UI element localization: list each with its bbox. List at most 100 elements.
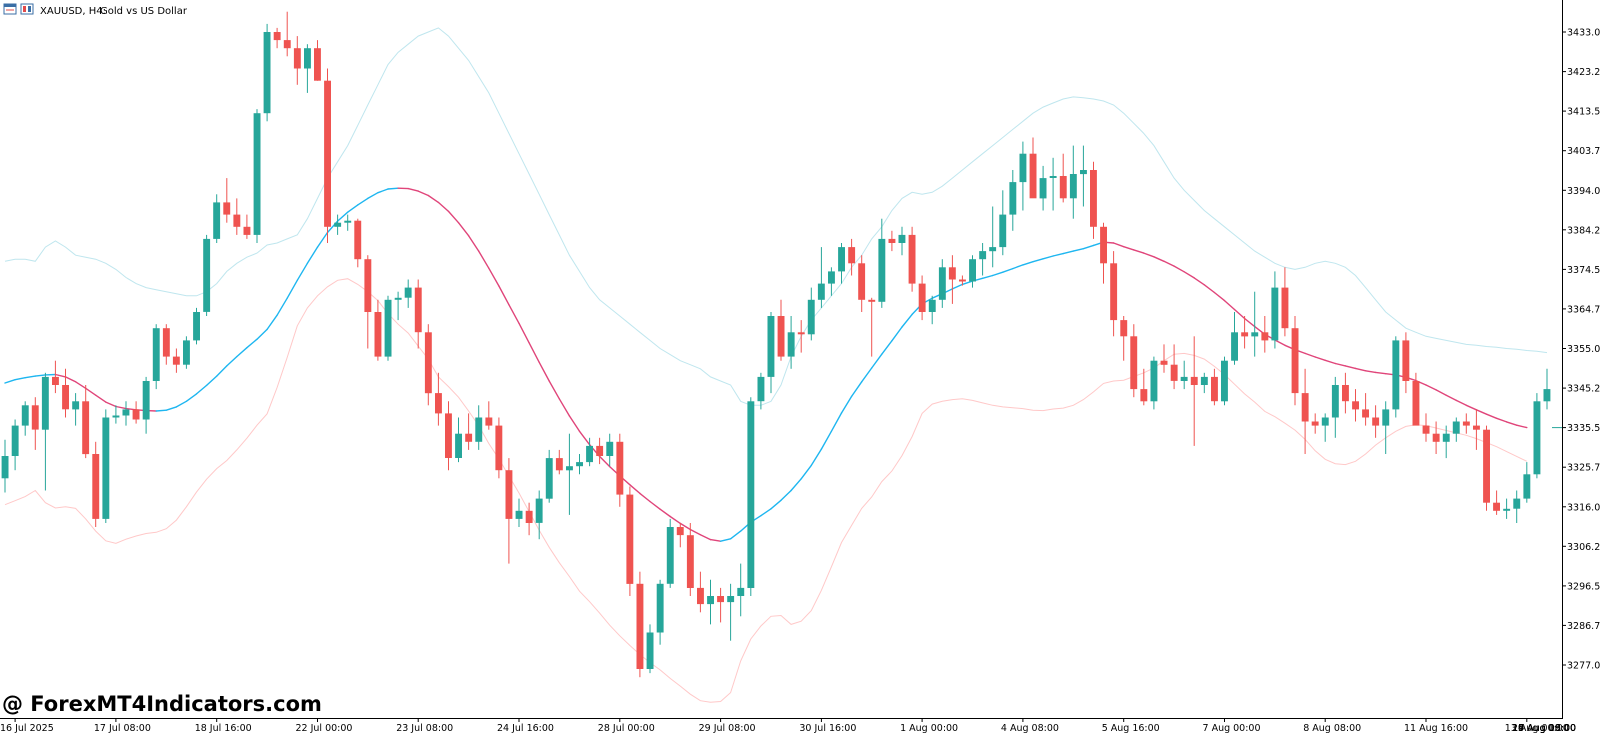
candle[interactable] xyxy=(838,243,845,284)
candle[interactable] xyxy=(1039,165,1047,211)
candle[interactable] xyxy=(828,267,835,296)
candle[interactable] xyxy=(273,27,281,49)
candle[interactable] xyxy=(948,255,956,304)
candle[interactable] xyxy=(1362,393,1369,426)
candle[interactable] xyxy=(162,324,170,365)
candle[interactable] xyxy=(1049,157,1057,211)
candle[interactable] xyxy=(374,299,382,361)
candle[interactable] xyxy=(737,563,745,617)
candle[interactable] xyxy=(1382,401,1390,454)
candle[interactable] xyxy=(31,397,39,450)
candle[interactable] xyxy=(757,372,765,410)
candle[interactable] xyxy=(1533,393,1541,479)
candle[interactable] xyxy=(495,417,503,479)
candle[interactable] xyxy=(576,454,583,475)
candle[interactable] xyxy=(858,255,866,312)
candle[interactable] xyxy=(404,279,412,308)
candle[interactable] xyxy=(1543,368,1551,410)
candle[interactable] xyxy=(505,458,513,564)
candle[interactable] xyxy=(1311,413,1319,434)
candle[interactable] xyxy=(1432,421,1440,455)
candle[interactable] xyxy=(555,449,563,475)
candle[interactable] xyxy=(656,579,664,645)
candle[interactable] xyxy=(646,624,654,674)
candle[interactable] xyxy=(777,299,785,361)
candle[interactable] xyxy=(797,320,805,353)
candle[interactable] xyxy=(1090,161,1097,239)
candle[interactable] xyxy=(515,498,523,527)
candle[interactable] xyxy=(1009,170,1017,231)
candle[interactable] xyxy=(888,230,896,252)
candle[interactable] xyxy=(152,324,160,390)
candle[interactable] xyxy=(989,206,997,268)
candle[interactable] xyxy=(1442,425,1450,459)
candle[interactable] xyxy=(92,441,100,527)
candle[interactable] xyxy=(11,419,19,471)
candle[interactable] xyxy=(1342,372,1349,414)
candle[interactable] xyxy=(626,486,634,597)
candle[interactable] xyxy=(1523,462,1531,503)
candle[interactable] xyxy=(1352,389,1359,422)
candle[interactable] xyxy=(566,433,573,515)
candle[interactable] xyxy=(1,439,9,493)
candle[interactable] xyxy=(172,348,180,373)
candle[interactable] xyxy=(263,23,271,122)
candle[interactable] xyxy=(283,11,291,57)
candle[interactable] xyxy=(1130,324,1138,398)
candle[interactable] xyxy=(727,583,735,641)
candle[interactable] xyxy=(122,401,130,426)
candle[interactable] xyxy=(62,368,69,418)
candle[interactable] xyxy=(868,297,876,357)
candle[interactable] xyxy=(1221,356,1228,406)
candle[interactable] xyxy=(475,405,483,450)
candle[interactable] xyxy=(878,218,886,308)
candle[interactable] xyxy=(1321,413,1329,442)
candle[interactable] xyxy=(1150,356,1158,410)
candle[interactable] xyxy=(1069,145,1077,219)
candle[interactable] xyxy=(918,275,926,321)
candle[interactable] xyxy=(1462,413,1470,434)
candle[interactable] xyxy=(767,312,775,394)
candle[interactable] xyxy=(747,397,755,596)
candle[interactable] xyxy=(1281,267,1289,337)
candle[interactable] xyxy=(304,44,311,93)
candle[interactable] xyxy=(1372,405,1380,438)
candle[interactable] xyxy=(1170,344,1178,390)
candle[interactable] xyxy=(1029,137,1037,199)
candle[interactable] xyxy=(1291,316,1299,406)
candle[interactable] xyxy=(525,502,533,536)
candle[interactable] xyxy=(676,523,684,548)
candle[interactable] xyxy=(314,40,321,81)
candle[interactable] xyxy=(1059,153,1067,203)
candle[interactable] xyxy=(938,259,946,308)
candle[interactable] xyxy=(1251,291,1259,357)
candle[interactable] xyxy=(1402,332,1410,394)
candle[interactable] xyxy=(1412,372,1420,426)
candle[interactable] xyxy=(666,518,674,588)
candle[interactable] xyxy=(203,234,211,316)
candle[interactable] xyxy=(142,376,150,434)
candle[interactable] xyxy=(1080,145,1087,207)
candle[interactable] xyxy=(707,579,714,625)
candle[interactable] xyxy=(817,247,825,308)
candle[interactable] xyxy=(455,417,462,463)
candle[interactable] xyxy=(616,433,624,507)
candle[interactable] xyxy=(354,218,362,268)
candle[interactable] xyxy=(102,409,110,523)
candle[interactable] xyxy=(41,372,49,491)
candle[interactable] xyxy=(1452,417,1460,442)
candle[interactable] xyxy=(1513,490,1521,524)
candle[interactable] xyxy=(1503,498,1511,519)
candle[interactable] xyxy=(697,571,704,613)
candlesticks[interactable] xyxy=(1,11,1551,678)
candle[interactable] xyxy=(596,437,604,465)
candle[interactable] xyxy=(445,401,452,471)
candle[interactable] xyxy=(193,307,200,345)
candle[interactable] xyxy=(1211,368,1218,406)
candle[interactable] xyxy=(908,226,916,292)
candle[interactable] xyxy=(1120,316,1128,361)
candle[interactable] xyxy=(21,401,29,436)
candle[interactable] xyxy=(717,587,724,623)
candle[interactable] xyxy=(414,279,422,349)
